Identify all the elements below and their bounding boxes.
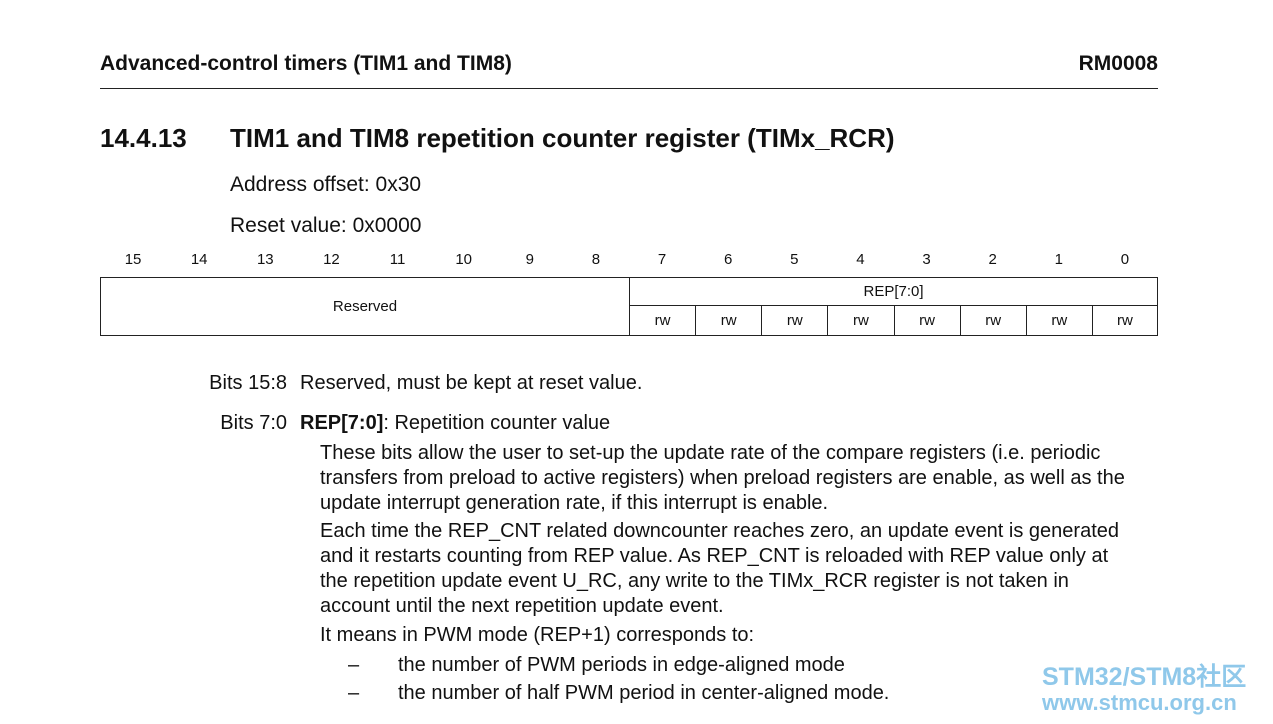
- description-line: and it restarts counting from REP value.…: [320, 545, 1109, 567]
- description: Reserved, must be kept at reset value.: [300, 372, 643, 394]
- bit-number: 14: [190, 251, 208, 268]
- bit-number: 13: [256, 251, 274, 268]
- watermark: www.stmcu.org.cn: [1042, 690, 1237, 715]
- bits-label: Bits 7:0: [220, 412, 287, 434]
- description-line: Each time the REP_CNT related downcounte…: [320, 520, 1119, 542]
- description-line: update interrupt generation rate, if thi…: [320, 492, 829, 514]
- description-line: the repetition update event U_RC, any wr…: [320, 570, 1069, 592]
- bullet-marker: –: [348, 682, 360, 704]
- reset-value: Reset value: 0x0000: [230, 214, 422, 237]
- bit-number: 4: [856, 251, 865, 268]
- bullet-marker: –: [348, 654, 360, 676]
- description-line: transfers from preload to active registe…: [320, 467, 1125, 489]
- bit-number: 11: [389, 251, 406, 268]
- description-line: account until the next repetition update…: [320, 595, 724, 617]
- access-cell: rw: [1091, 305, 1158, 336]
- bit-number: 8: [591, 251, 601, 268]
- bits-label: Bits 15:8: [209, 372, 287, 394]
- description-title: REP[7:0]: Repetition counter value: [300, 412, 610, 434]
- doc-id: RM0008: [1078, 52, 1158, 75]
- reserved-cell: Reserved: [100, 277, 630, 336]
- bit-number: 12: [323, 251, 340, 268]
- header-title: Advanced-control timers (TIM1 and TIM8): [100, 52, 512, 75]
- bullet-text: the number of half PWM period in center-…: [398, 682, 890, 704]
- section-number: 14.4.13: [100, 123, 187, 153]
- bit-number: 15: [124, 251, 142, 268]
- access-cell: rw: [1025, 305, 1093, 336]
- bit-number: 3: [922, 251, 931, 268]
- description-line: It means in PWM mode (REP+1) corresponds…: [320, 624, 755, 646]
- access-cell: rw: [827, 305, 895, 336]
- field-name: REP[7:0]: [300, 412, 384, 434]
- bit-number: 0: [1120, 251, 1130, 268]
- access-cell: rw: [629, 305, 697, 336]
- bit-number: 5: [790, 251, 799, 268]
- field-desc: : Repetition counter value: [383, 412, 611, 434]
- watermark: STM32/STM8社区: [1042, 663, 1247, 691]
- bit-number: 7: [657, 251, 667, 268]
- header-rule: [100, 88, 1158, 89]
- access-cell: rw: [893, 305, 961, 336]
- bit-number: 2: [988, 251, 997, 268]
- bullet-text: the number of PWM periods in edge-aligne…: [398, 654, 845, 676]
- address-offset: Address offset: 0x30: [230, 173, 422, 196]
- access-cell: rw: [695, 305, 763, 336]
- bit-number: 10: [455, 251, 473, 268]
- bit-number: 6: [724, 251, 733, 268]
- bit-number: 1: [1054, 251, 1063, 268]
- section-title: TIM1 and TIM8 repetition counter registe…: [230, 123, 895, 153]
- access-cell: rw: [761, 305, 829, 336]
- field-cell: REP[7:0]: [629, 277, 1158, 306]
- access-cell: rw: [959, 305, 1027, 336]
- description-line: These bits allow the user to set-up the …: [320, 442, 1101, 464]
- bit-number: 9: [525, 251, 534, 268]
